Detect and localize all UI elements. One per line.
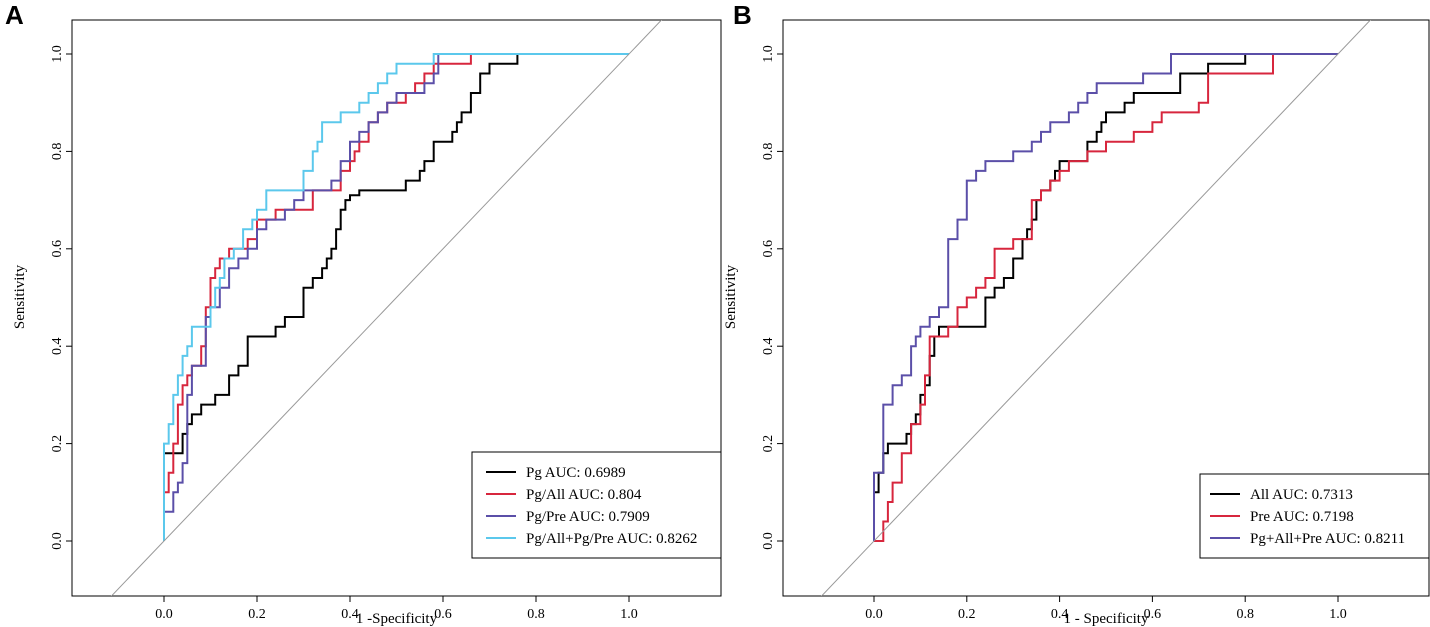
- x-axis-title: 1 - Specificity: [1064, 611, 1149, 627]
- y-tick-label: 0.6: [761, 240, 776, 257]
- y-axis: 0.0 0.2 0.4 0.6 0.8 1.0: [50, 45, 72, 550]
- y-tick-label: 0.2: [50, 435, 65, 453]
- x-tick-label: 0.0: [865, 607, 883, 622]
- x-tick-label: 1.0: [1329, 607, 1347, 622]
- roc-curve-pg-all: [163, 53, 629, 541]
- x-tick-label: 0.6: [1144, 607, 1162, 622]
- legend: Pg AUC: 0.6989 Pg/All AUC: 0.804 Pg/Pre AU…: [471, 451, 722, 559]
- roc-curve-pre: [874, 53, 1338, 542]
- legend-label: Pg/All AUC: 0.804: [526, 487, 642, 503]
- legend-box: [471, 451, 722, 559]
- plot-frame: [71, 19, 722, 597]
- x-tick-label: 0.2: [958, 607, 976, 622]
- y-tick-label: 1.0: [50, 45, 65, 63]
- roc-curve-pg: [163, 53, 629, 541]
- panel-a: A 0.00.20.40.60.81.0 0.0 0.2 0.4 0.6 0.8 1.0 …: [5, 0, 722, 627]
- legend: All AUC: 0.7313 Pre AUC: 0.7198 Pg+All+Pre…: [1199, 473, 1430, 559]
- y-tick-label: 0.8: [50, 143, 65, 161]
- legend-label: All AUC: 0.7313: [1250, 487, 1353, 503]
- plot-frame: [782, 19, 1430, 597]
- y-tick-label: 0.6: [50, 240, 65, 257]
- y-axis: 0.0 0.2 0.4 0.6 0.8 1.0: [761, 45, 783, 550]
- y-axis-title: Sensitivity: [12, 264, 28, 329]
- x-axis: 0.0 0.2 0.4 0.6 0.8 1.0: [865, 596, 1347, 622]
- y-axis-title: Sensitivity: [723, 264, 739, 329]
- y-tick-label: 0.4: [761, 337, 776, 355]
- panel-letter: B: [733, 0, 752, 30]
- panel-b: B 0.00.20.40.60.81.0 0.0 0.2 0.4 0.6 0.8 1.0 …: [723, 0, 1430, 627]
- legend-label: Pg/Pre AUC: 0.7909: [526, 509, 650, 525]
- x-tick-label: 0.6: [434, 607, 452, 622]
- y-tick-label: 0.8: [761, 143, 776, 161]
- y-tick-label: 0.0: [50, 532, 65, 550]
- legend-label: Pg+All+Pre AUC: 0.8211: [1250, 531, 1405, 547]
- y-tick-label: 0.2: [761, 435, 776, 453]
- legend-label: Pg AUC: 0.6989: [526, 465, 626, 481]
- x-tick-label: 1.0: [620, 607, 638, 622]
- x-tick-label: 0.4: [341, 607, 359, 622]
- x-tick-label: 0.8: [527, 607, 545, 622]
- x-tick-label: 0.0: [155, 607, 173, 622]
- roc-curves: [163, 53, 629, 541]
- x-axis-title: 1 -Specificity: [356, 611, 438, 627]
- reference-diagonal: [110, 20, 663, 596]
- panel-letter: A: [5, 0, 24, 30]
- y-tick-label: 0.0: [761, 532, 776, 550]
- roc-curve-pg-all-pg-pre: [163, 53, 629, 541]
- x-axis: 0.0 0.2 0.4 0.6 0.8 1.0: [155, 596, 638, 622]
- roc-curves: [873, 53, 1338, 542]
- y-tick-label: 1.0: [761, 45, 776, 63]
- x-tick-label: 0.2: [248, 607, 266, 622]
- x-tick-label: 0.4: [1051, 607, 1069, 622]
- legend-label: Pre AUC: 0.7198: [1250, 509, 1354, 525]
- roc-curve-pg-all-pre: [873, 53, 1338, 541]
- x-tick-label: 0.8: [1236, 607, 1254, 622]
- roc-curve-pg-pre: [163, 53, 629, 541]
- legend-label: Pg/All+Pg/Pre AUC: 0.8262: [526, 531, 697, 547]
- y-tick-label: 0.4: [50, 337, 65, 355]
- reference-diagonal: [820, 20, 1372, 596]
